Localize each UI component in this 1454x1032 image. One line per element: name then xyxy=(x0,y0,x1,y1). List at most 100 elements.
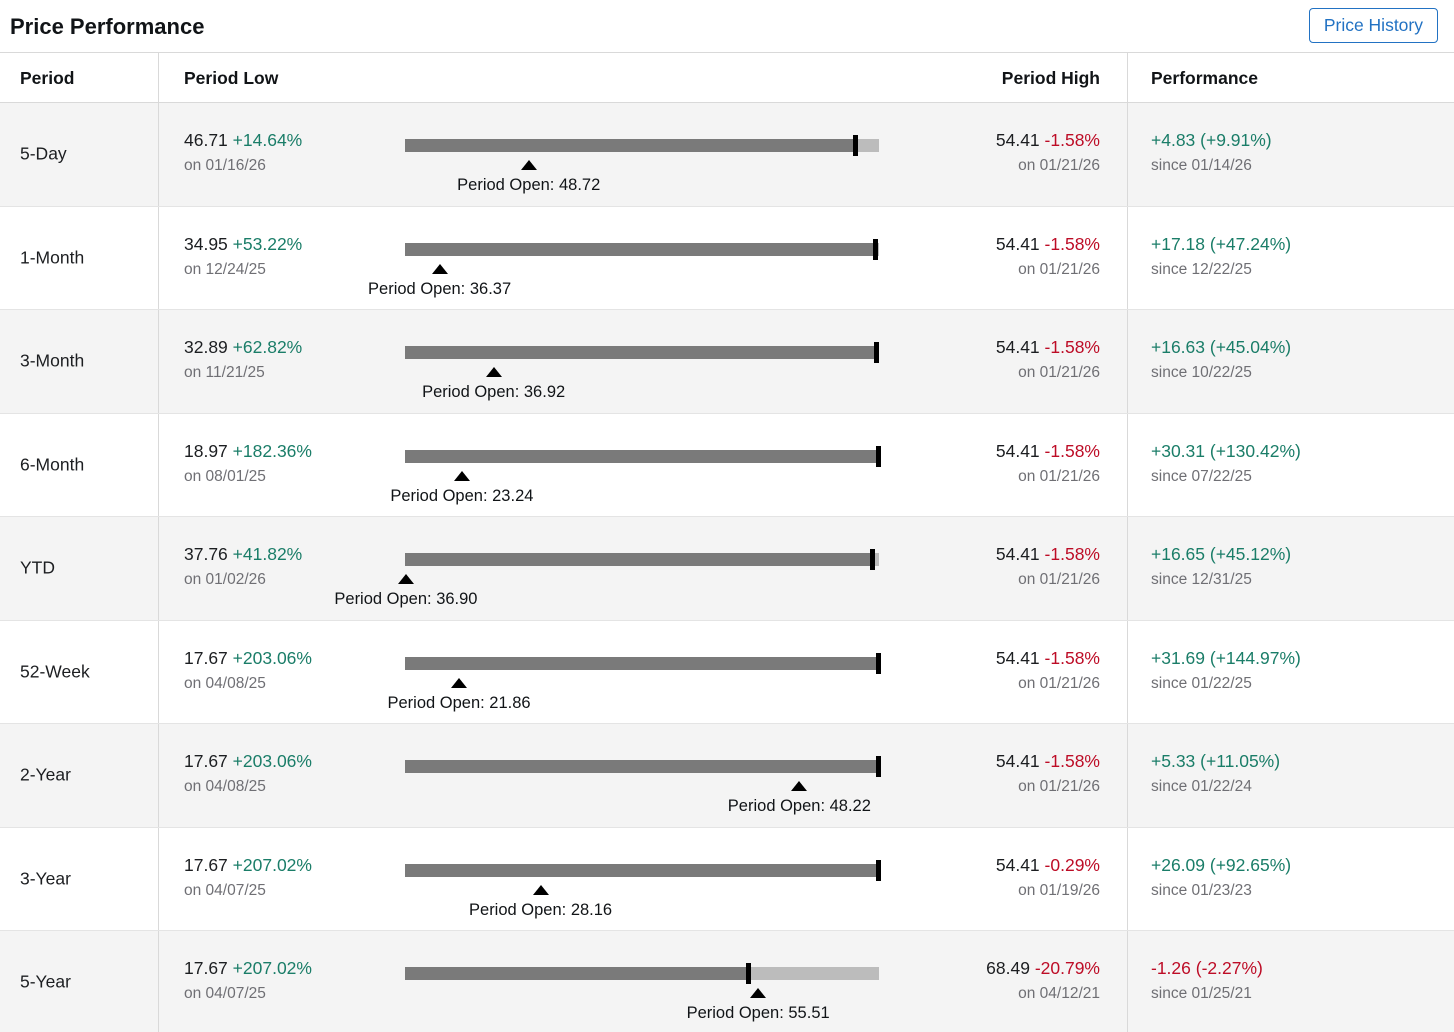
low-date: on 04/08/25 xyxy=(184,674,266,692)
period-low-block: 32.89 +62.82% on 11/21/25 xyxy=(184,337,302,382)
triangle-up-icon xyxy=(397,574,414,584)
panel-titlebar: Price Performance Price History xyxy=(0,0,1454,53)
period-high-block: 68.49 -20.79% on 04/12/21 xyxy=(986,958,1100,1003)
table-row: 3-Year 17.67 +207.02% on 04/07/25 Period… xyxy=(0,827,1454,931)
high-change-pct: -1.58% xyxy=(1044,647,1100,668)
column-header-performance: Performance xyxy=(1151,68,1258,88)
performance-block: +16.65 (+45.12%) since 12/31/25 xyxy=(1151,544,1291,589)
period-low-block: 37.76 +41.82% on 01/02/26 xyxy=(184,544,302,589)
performance-value: +4.83 (+9.91%) xyxy=(1151,130,1272,150)
performance-value: +17.18 (+47.24%) xyxy=(1151,233,1292,254)
high-date: on 01/21/26 xyxy=(1018,674,1100,692)
performance-block: +16.63 (+45.04%) since 10/22/25 xyxy=(1151,337,1291,382)
period-low-block: 17.67 +207.02% on 04/07/25 xyxy=(184,855,312,900)
performance-value: +16.63 (+45.04%) xyxy=(1151,337,1292,357)
period-high-block: 54.41 -1.58% on 01/21/26 xyxy=(996,441,1100,486)
range-bar-fill xyxy=(405,760,877,773)
low-price: 17.67 xyxy=(184,958,228,978)
table-header-row: Period Period Low Period High Performanc… xyxy=(0,53,1454,103)
high-price: 54.41 xyxy=(995,337,1040,357)
high-price: 54.41 xyxy=(995,751,1040,771)
low-date: on 04/07/25 xyxy=(184,881,266,899)
range-bar-fill xyxy=(405,139,854,152)
performance-date: since 01/22/24 xyxy=(1151,778,1252,795)
period-high-block: 54.41 -0.29% on 01/19/26 xyxy=(996,855,1100,900)
period-open-label: Period Open: 48.22 xyxy=(727,797,871,815)
period-low-block: 17.67 +203.06% on 04/08/25 xyxy=(184,751,312,796)
performance-date: since 12/31/25 xyxy=(1151,571,1252,588)
table-row: 52-Week 17.67 +203.06% on 04/08/25 Perio… xyxy=(0,620,1454,724)
period-high-block: 54.41 -1.58% on 01/21/26 xyxy=(996,234,1100,279)
period-label: 3-Year xyxy=(20,868,71,889)
low-change-pct: +182.36% xyxy=(232,440,312,461)
high-date: on 01/21/26 xyxy=(1018,364,1100,381)
performance-date: since 01/14/26 xyxy=(1151,157,1252,174)
period-label: 52-Week xyxy=(20,661,90,682)
low-price: 17.67 xyxy=(184,647,228,668)
period-open-label: Period Open: 28.16 xyxy=(469,900,613,919)
column-header-period-high: Period High xyxy=(1001,68,1100,88)
low-price: 34.95 xyxy=(184,233,228,254)
performance-value: +16.65 (+45.12%) xyxy=(1151,544,1292,564)
performance-date: since 01/25/21 xyxy=(1151,985,1252,1002)
period-label: 5-Year xyxy=(20,971,71,992)
performance-block: +30.31 (+130.42%) since 07/22/25 xyxy=(1151,441,1301,486)
period-low-block: 18.97 +182.36% on 08/01/25 xyxy=(184,441,312,486)
range-bar-fill xyxy=(405,242,873,256)
table-row: 3-Month 32.89 +62.82% on 11/21/25 Period… xyxy=(0,310,1454,414)
last-price-tick xyxy=(876,652,882,674)
low-price: 37.76 xyxy=(184,544,228,564)
high-change-pct: -1.58% xyxy=(1044,440,1100,461)
performance-date: since 12/22/25 xyxy=(1151,260,1252,278)
period-high-block: 54.41 -1.58% on 01/21/26 xyxy=(996,544,1100,589)
range-bar-fill xyxy=(405,553,870,566)
period-high-block: 54.41 -1.58% on 01/21/26 xyxy=(996,130,1100,175)
performance-block: +17.18 (+47.24%) since 12/22/25 xyxy=(1151,234,1291,279)
last-price-tick xyxy=(876,859,882,881)
low-price: 32.89 xyxy=(184,337,228,357)
high-change-pct: -1.58% xyxy=(1044,544,1100,564)
period-low-block: 17.67 +207.02% on 04/07/25 xyxy=(184,958,312,1003)
triangle-up-icon xyxy=(453,470,470,481)
performance-value: -1.26 (-2.27%) xyxy=(1151,958,1263,978)
price-history-button[interactable]: Price History xyxy=(1308,8,1438,43)
period-label: 2-Year xyxy=(20,764,71,785)
performance-date: since 10/22/25 xyxy=(1151,364,1252,381)
high-price: 68.49 xyxy=(986,958,1030,978)
high-change-pct: -1.58% xyxy=(1044,337,1100,357)
high-date: on 01/21/26 xyxy=(1018,778,1100,795)
period-open-label: Period Open: 36.90 xyxy=(334,590,478,608)
table-body: 5-Day 46.71 +14.64% on 01/16/26 Period O… xyxy=(0,103,1454,1032)
period-open-label: Period Open: 21.86 xyxy=(387,693,531,712)
period-open-label: Period Open: 23.24 xyxy=(390,486,534,505)
performance-value: +31.69 (+144.97%) xyxy=(1151,647,1301,668)
performance-block: +26.09 (+92.65%) since 01/23/23 xyxy=(1151,855,1291,900)
range-bar-fill xyxy=(405,346,875,359)
performance-block: +4.83 (+9.91%) since 01/14/26 xyxy=(1151,130,1272,175)
panel-title: Price Performance xyxy=(10,14,205,39)
period-open-label: Period Open: 36.37 xyxy=(368,279,512,298)
performance-date: since 01/23/23 xyxy=(1151,881,1252,899)
low-change-pct: +203.06% xyxy=(232,751,312,771)
high-change-pct: -1.58% xyxy=(1044,233,1100,254)
low-price: 17.67 xyxy=(184,854,228,875)
table-row: YTD 37.76 +41.82% on 01/02/26 Period Ope… xyxy=(0,517,1454,621)
table-row: 1-Month 34.95 +53.22% on 12/24/25 Period… xyxy=(0,206,1454,310)
table-row: 2-Year 17.67 +203.06% on 04/08/25 Period… xyxy=(0,724,1454,828)
period-label: 3-Month xyxy=(20,350,85,371)
table-row: 6-Month 18.97 +182.36% on 08/01/25 Perio… xyxy=(0,413,1454,517)
period-high-block: 54.41 -1.58% on 01/21/26 xyxy=(996,751,1100,796)
last-price-tick xyxy=(875,445,881,467)
last-price-tick xyxy=(876,756,882,777)
column-header-period-low: Period Low xyxy=(184,68,279,88)
low-price: 17.67 xyxy=(184,751,228,771)
performance-value: +26.09 (+92.65%) xyxy=(1151,854,1292,875)
performance-block: +5.33 (+11.05%) since 01/22/24 xyxy=(1151,751,1280,796)
range-bar-fill xyxy=(405,656,877,670)
high-price: 54.41 xyxy=(995,647,1040,668)
period-open-label: Period Open: 36.92 xyxy=(422,383,566,401)
period-label: 6-Month xyxy=(20,454,85,475)
last-price-tick xyxy=(869,549,875,570)
period-label: YTD xyxy=(20,557,55,578)
